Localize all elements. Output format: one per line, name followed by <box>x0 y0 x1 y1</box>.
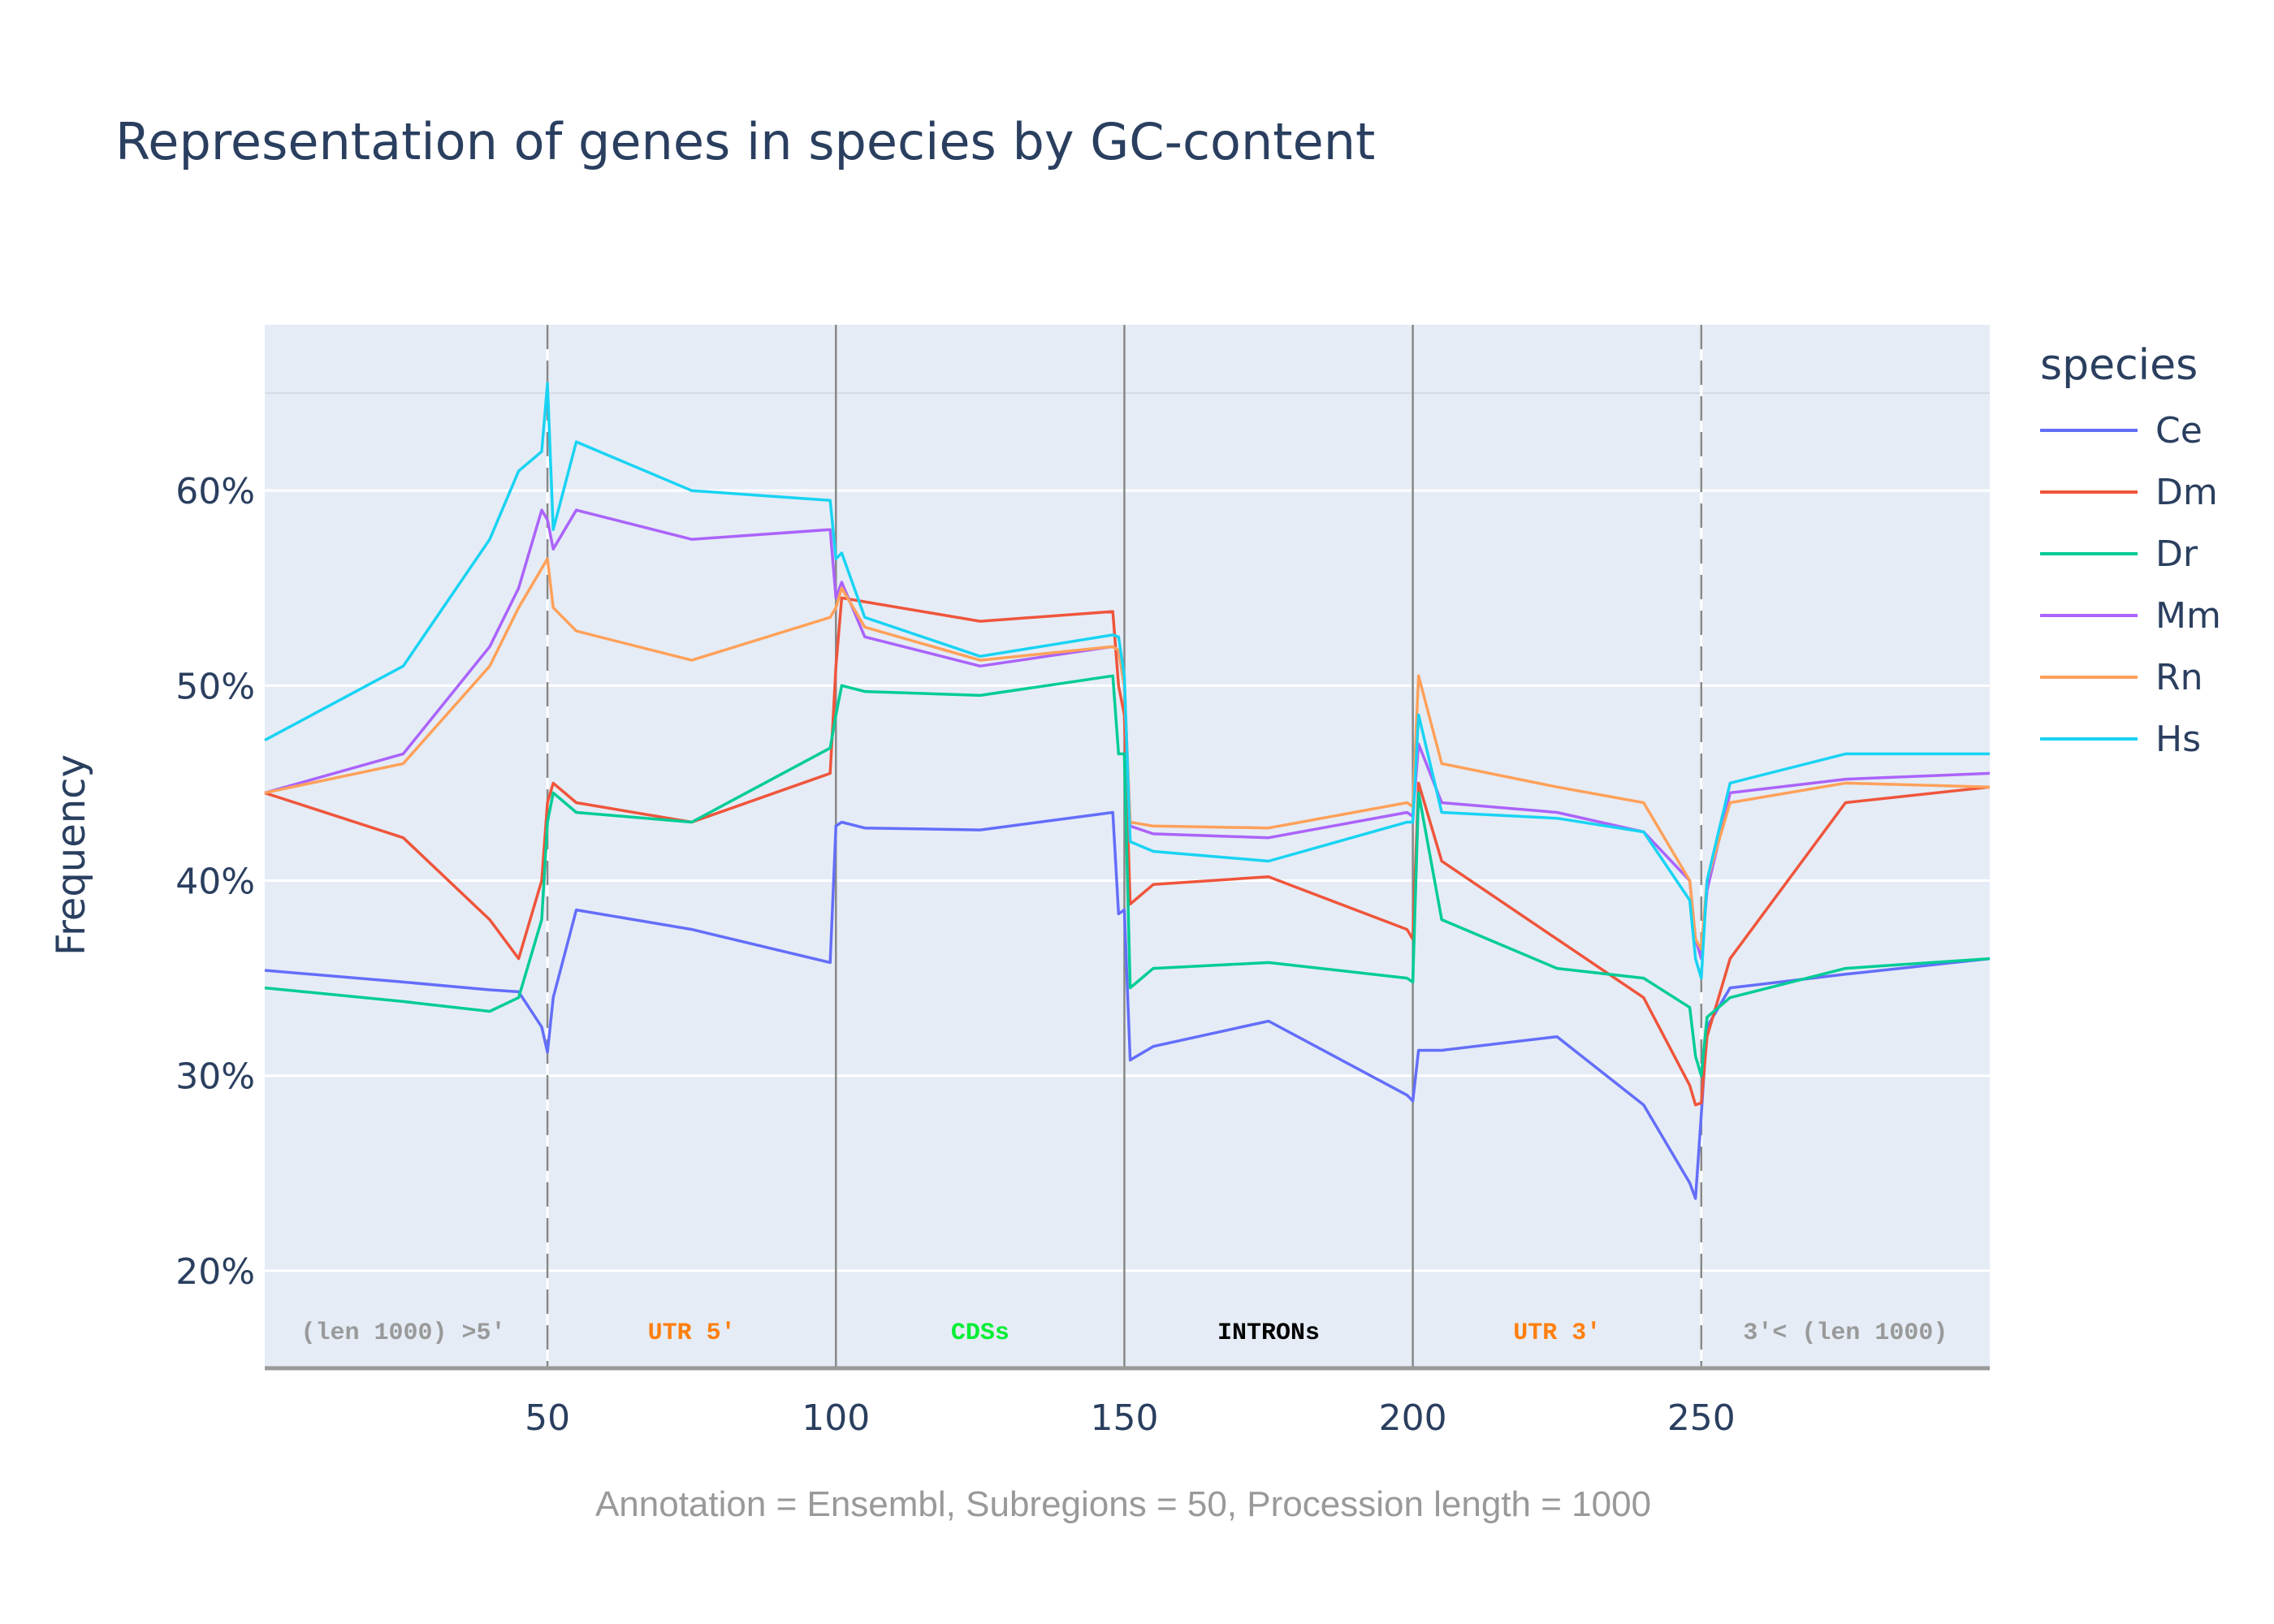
legend-swatch <box>2040 552 2138 555</box>
region-label: 3'< (len 1000) <box>1743 1320 1948 1347</box>
legend-item-ce[interactable]: Ce <box>2040 400 2221 461</box>
legend-swatch <box>2040 614 2138 617</box>
data-series <box>264 382 1991 1200</box>
legend-item-hs[interactable]: Hs <box>2040 708 2221 770</box>
legend-label: Dr <box>2155 533 2198 575</box>
legend-swatch <box>2040 676 2138 679</box>
series-line-ce <box>264 810 1991 1200</box>
x-tick-label: 150 <box>1090 1397 1158 1439</box>
y-tick-label: 20% <box>175 1251 255 1293</box>
chart-title: Representation of genes in species by GC… <box>115 112 1376 171</box>
y-axis-ticks: 20% 30% 40% 50% 60% <box>175 471 255 1293</box>
region-label: UTR 3' <box>1513 1320 1601 1347</box>
region-label: UTR 5' <box>648 1320 736 1347</box>
legend-item-mm[interactable]: Mm <box>2040 585 2221 646</box>
legend-label: Mm <box>2155 594 2221 637</box>
legend-items: Ce Dm Dr Mm Rn Hs <box>2040 400 2221 770</box>
legend-item-dm[interactable]: Dm <box>2040 461 2221 523</box>
legend-item-dr[interactable]: Dr <box>2040 523 2221 585</box>
legend-label: Rn <box>2155 656 2203 698</box>
region-label: CDSs <box>951 1320 1009 1347</box>
legend-label: Ce <box>2155 409 2203 451</box>
legend-swatch <box>2040 490 2138 494</box>
y-tick-label: 40% <box>175 862 255 903</box>
legend: species Ce Dm Dr Mm Rn Hs <box>2040 341 2221 770</box>
x-tick-label: 200 <box>1379 1397 1447 1439</box>
region-label: (len 1000) >5' <box>300 1320 505 1347</box>
y-tick-label: 60% <box>175 471 255 512</box>
legend-swatch <box>2040 429 2138 432</box>
series-line-hs <box>264 382 1990 980</box>
x-tick-label: 250 <box>1667 1397 1736 1439</box>
legend-title: species <box>2040 341 2198 390</box>
x-axis-ticks: 50 100 150 200 250 <box>525 1397 1736 1439</box>
y-tick-label: 30% <box>175 1056 255 1098</box>
legend-label: Hs <box>2155 718 2202 760</box>
legend-swatch <box>2040 737 2138 741</box>
chart-annotation: Annotation = Ensembl, Subregions = 50, P… <box>594 1484 1652 1524</box>
y-axis-title: Frequency <box>49 754 94 956</box>
series-line-dr <box>264 674 1991 1078</box>
region-labels: (len 1000) >5' UTR 5' CDSs INTRONs UTR 3' 3'<… <box>300 1320 1948 1347</box>
x-tick-label: 50 <box>525 1397 570 1439</box>
y-tick-label: 50% <box>175 666 255 707</box>
x-tick-label: 100 <box>802 1397 870 1439</box>
region-label: INTRONs <box>1217 1320 1320 1347</box>
legend-item-rn[interactable]: Rn <box>2040 646 2221 708</box>
legend-label: Dm <box>2155 471 2218 513</box>
